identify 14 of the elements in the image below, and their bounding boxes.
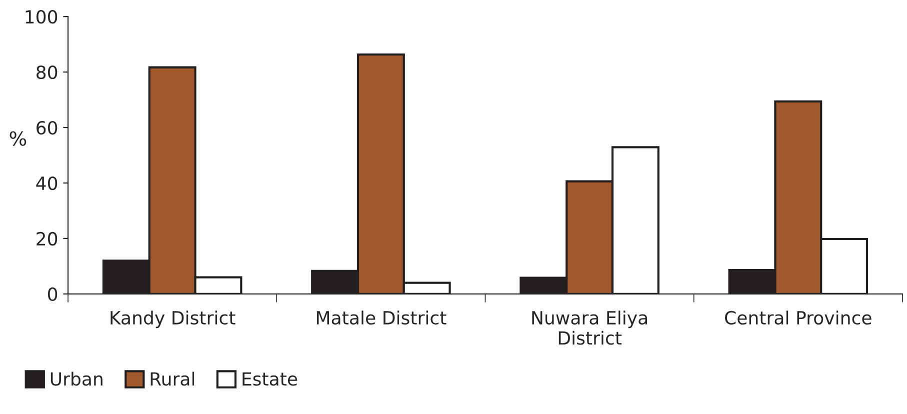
y-tick-label: 40 bbox=[36, 176, 58, 190]
legend-label: Estate bbox=[242, 372, 298, 386]
y-tick-label: 80 bbox=[36, 65, 58, 80]
legend-label: Urban bbox=[50, 372, 102, 386]
x-tick-label: Nuwara Eliya District bbox=[532, 310, 648, 345]
x-tick-label: Kandy District bbox=[110, 310, 236, 328]
y-axis-title: % bbox=[10, 131, 26, 146]
y-tick-label: 0 bbox=[48, 287, 58, 302]
x-tick-label: Matale District bbox=[316, 310, 446, 325]
legend-label: Rural bbox=[150, 372, 194, 386]
y-tick-label: 100 bbox=[26, 10, 58, 24]
y-tick-label: 20 bbox=[36, 232, 58, 246]
x-tick-label: Central Province bbox=[725, 310, 872, 325]
y-tick-label: 60 bbox=[36, 120, 58, 135]
